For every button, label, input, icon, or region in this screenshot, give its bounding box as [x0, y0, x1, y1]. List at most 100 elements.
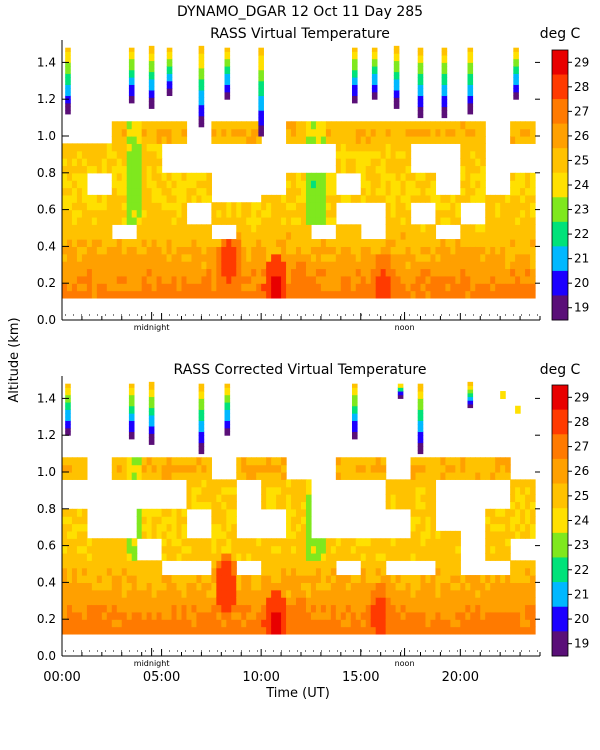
temperature-cell — [126, 619, 133, 628]
temperature-cell — [380, 589, 387, 598]
temperature-cell — [296, 552, 302, 561]
temperature-cell — [441, 80, 448, 85]
temperature-cell — [365, 589, 372, 598]
temperature-cell — [236, 216, 242, 225]
temperature-cell — [66, 472, 73, 480]
temperature-cell — [156, 597, 163, 606]
temperature-cell — [101, 261, 108, 270]
temperature-cell — [101, 604, 108, 613]
temperature-cell — [62, 516, 68, 525]
baseline-dot — [321, 650, 322, 652]
temperature-cell — [286, 268, 292, 277]
temperature-cell — [330, 136, 337, 144]
temperature-cell — [171, 268, 178, 277]
temperature-cell — [360, 261, 367, 270]
temperature-cell — [320, 239, 327, 247]
temperature-cell — [375, 239, 382, 247]
temperature-cell — [224, 84, 231, 89]
temperature-cell — [301, 494, 307, 503]
temperature-cell — [417, 383, 424, 388]
temperature-cell — [131, 619, 138, 628]
temperature-cell — [148, 385, 155, 390]
colorbar-label: 27 — [574, 440, 589, 454]
temperature-cell — [513, 95, 519, 100]
temperature-cell — [515, 194, 521, 203]
temperature-cell — [166, 47, 173, 52]
temperature-cell — [350, 224, 357, 233]
temperature-cell — [116, 472, 123, 480]
temperature-cell — [236, 626, 242, 635]
temperature-cell — [198, 427, 205, 433]
temperature-cell — [246, 626, 252, 635]
temperature-cell — [467, 62, 474, 67]
temperature-cell — [121, 597, 128, 606]
temperature-cell — [201, 582, 207, 591]
temperature-cell — [390, 538, 397, 547]
temperature-cell — [226, 253, 232, 262]
temperature-cell — [171, 231, 178, 240]
temperature-cell — [315, 209, 322, 218]
temperature-cell — [340, 165, 347, 174]
temperature-cell — [71, 180, 78, 189]
temperature-cell — [246, 545, 252, 554]
temperature-cell — [420, 261, 427, 270]
temperature-cell — [301, 552, 307, 561]
temperature-cell — [417, 416, 424, 421]
panel-bottom-units: deg C — [540, 362, 581, 378]
temperature-cell — [71, 253, 78, 262]
temperature-cell — [390, 261, 397, 270]
temperature-cell — [465, 261, 471, 270]
temperature-cell — [365, 253, 372, 262]
temperature-cell — [111, 560, 118, 569]
temperature-cell — [400, 552, 407, 561]
temperature-cell — [335, 268, 342, 277]
temperature-cell — [276, 589, 282, 598]
temperature-cell — [435, 472, 442, 480]
temperature-cell — [350, 165, 357, 174]
temperature-cell — [410, 246, 417, 255]
temperature-cell — [495, 268, 501, 277]
temperature-cell — [355, 158, 362, 167]
temperature-cell — [530, 611, 536, 620]
temperature-cell — [345, 582, 352, 591]
temperature-cell — [241, 290, 247, 299]
temperature-cell — [161, 589, 168, 598]
temperature-cell — [360, 552, 367, 561]
temperature-cell — [390, 209, 397, 218]
temperature-cell — [221, 202, 227, 211]
colorbar-swatch — [552, 458, 568, 484]
temperature-cell — [330, 275, 337, 284]
temperature-cell — [305, 172, 312, 181]
temperature-cell — [251, 209, 257, 218]
temperature-cell — [196, 501, 203, 510]
temperature-cell — [425, 253, 432, 262]
temperature-cell — [385, 268, 392, 277]
temperature-cell — [128, 420, 135, 425]
baseline-dot — [537, 314, 538, 316]
temperature-cell — [166, 216, 173, 225]
temperature-cell — [156, 582, 163, 591]
colorbar-swatch — [552, 270, 568, 296]
temperature-cell — [410, 231, 417, 240]
temperature-cell — [405, 239, 412, 247]
temperature-cell — [530, 172, 536, 181]
temperature-cell — [435, 575, 442, 583]
temperature-cell — [315, 545, 322, 554]
temperature-cell — [505, 261, 511, 270]
temperature-cell — [480, 121, 486, 130]
temperature-cell — [425, 626, 432, 635]
temperature-cell — [340, 128, 347, 137]
temperature-cell — [171, 172, 178, 181]
temperature-cell — [86, 626, 93, 635]
temperature-cell — [351, 95, 358, 100]
temperature-cell — [467, 58, 474, 63]
temperature-cell — [166, 91, 173, 97]
temperature-cell — [126, 202, 133, 211]
temperature-cell — [445, 589, 451, 598]
temperature-cell — [286, 479, 292, 488]
temperature-cell — [296, 275, 302, 284]
temperature-cell — [480, 597, 486, 606]
temperature-cell — [480, 180, 486, 189]
temperature-cell — [148, 422, 155, 427]
temperature-cell — [425, 187, 432, 196]
